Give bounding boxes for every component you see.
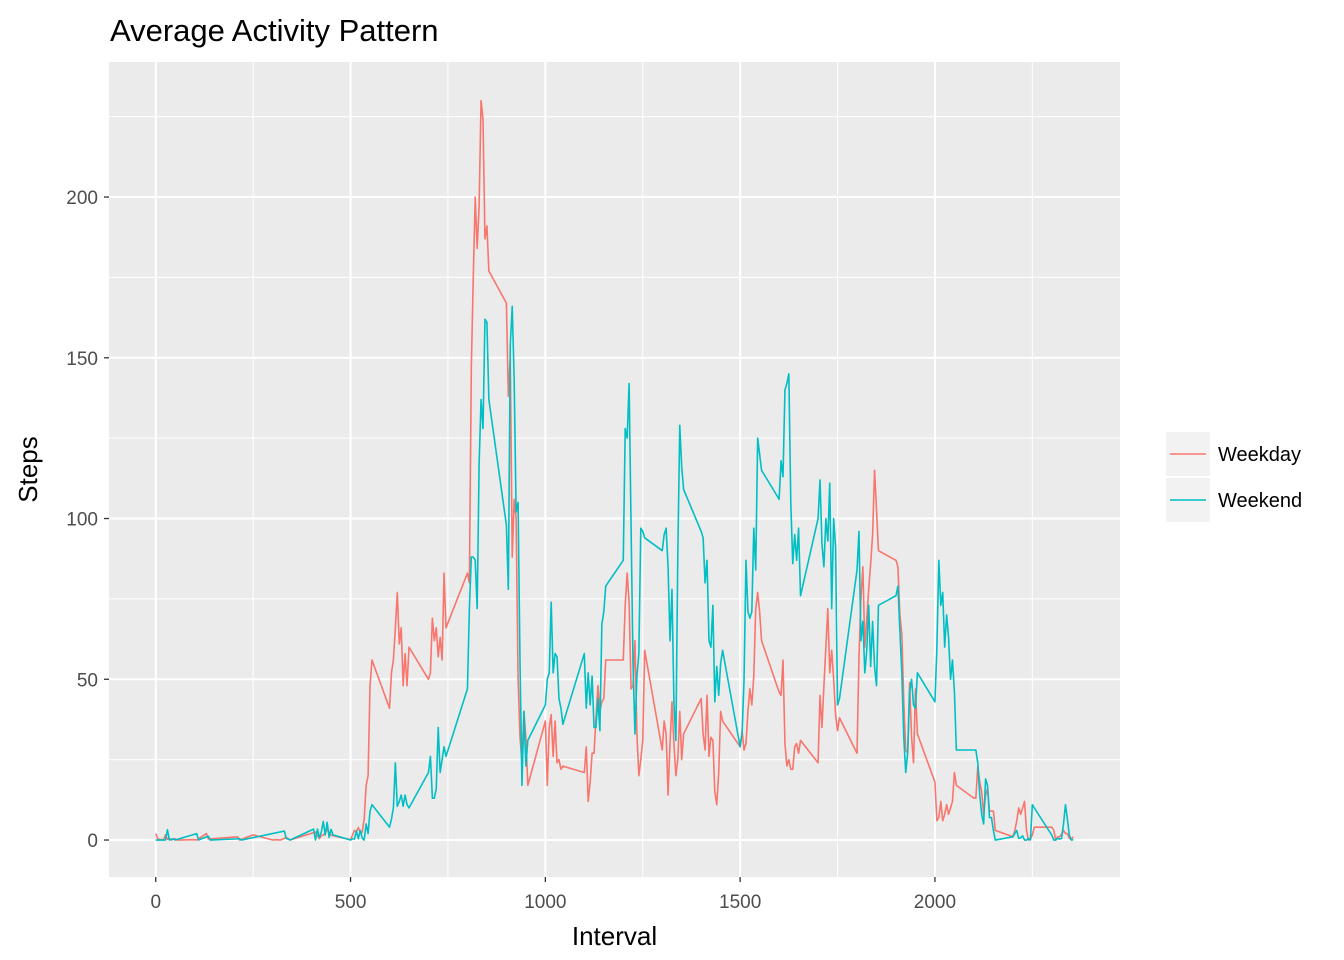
legend: Weekday Weekend	[1166, 432, 1302, 522]
chart-title: Average Activity Pattern	[110, 13, 439, 48]
x-axis-title: Interval	[572, 921, 657, 951]
x-tick-label: 1500	[719, 892, 761, 913]
y-axis-title: Steps	[13, 436, 43, 503]
y-tick-label: 50	[77, 670, 98, 691]
x-tick-label: 0	[150, 892, 161, 913]
y-tick-label: 200	[66, 188, 98, 209]
y-tick-label: 100	[66, 510, 98, 531]
plot-panel	[109, 62, 1120, 877]
series-layer	[155, 99, 1074, 841]
y-tick-label: 150	[66, 349, 98, 370]
legend-label-weekend: Weekend	[1218, 490, 1302, 512]
x-tick-label: 2000	[914, 892, 956, 913]
legend-label-weekday: Weekday	[1218, 444, 1301, 466]
y-tick-label: 0	[87, 831, 98, 852]
x-axis-ticks: 0 500 1000 1500 2000	[150, 877, 956, 913]
series-line-weekend	[155, 305, 1074, 841]
x-tick-label: 500	[335, 892, 367, 913]
x-tick-label: 1000	[524, 892, 566, 913]
y-axis-ticks: 0 50 100 150 200	[66, 188, 109, 852]
series-line-weekday	[155, 99, 1074, 841]
